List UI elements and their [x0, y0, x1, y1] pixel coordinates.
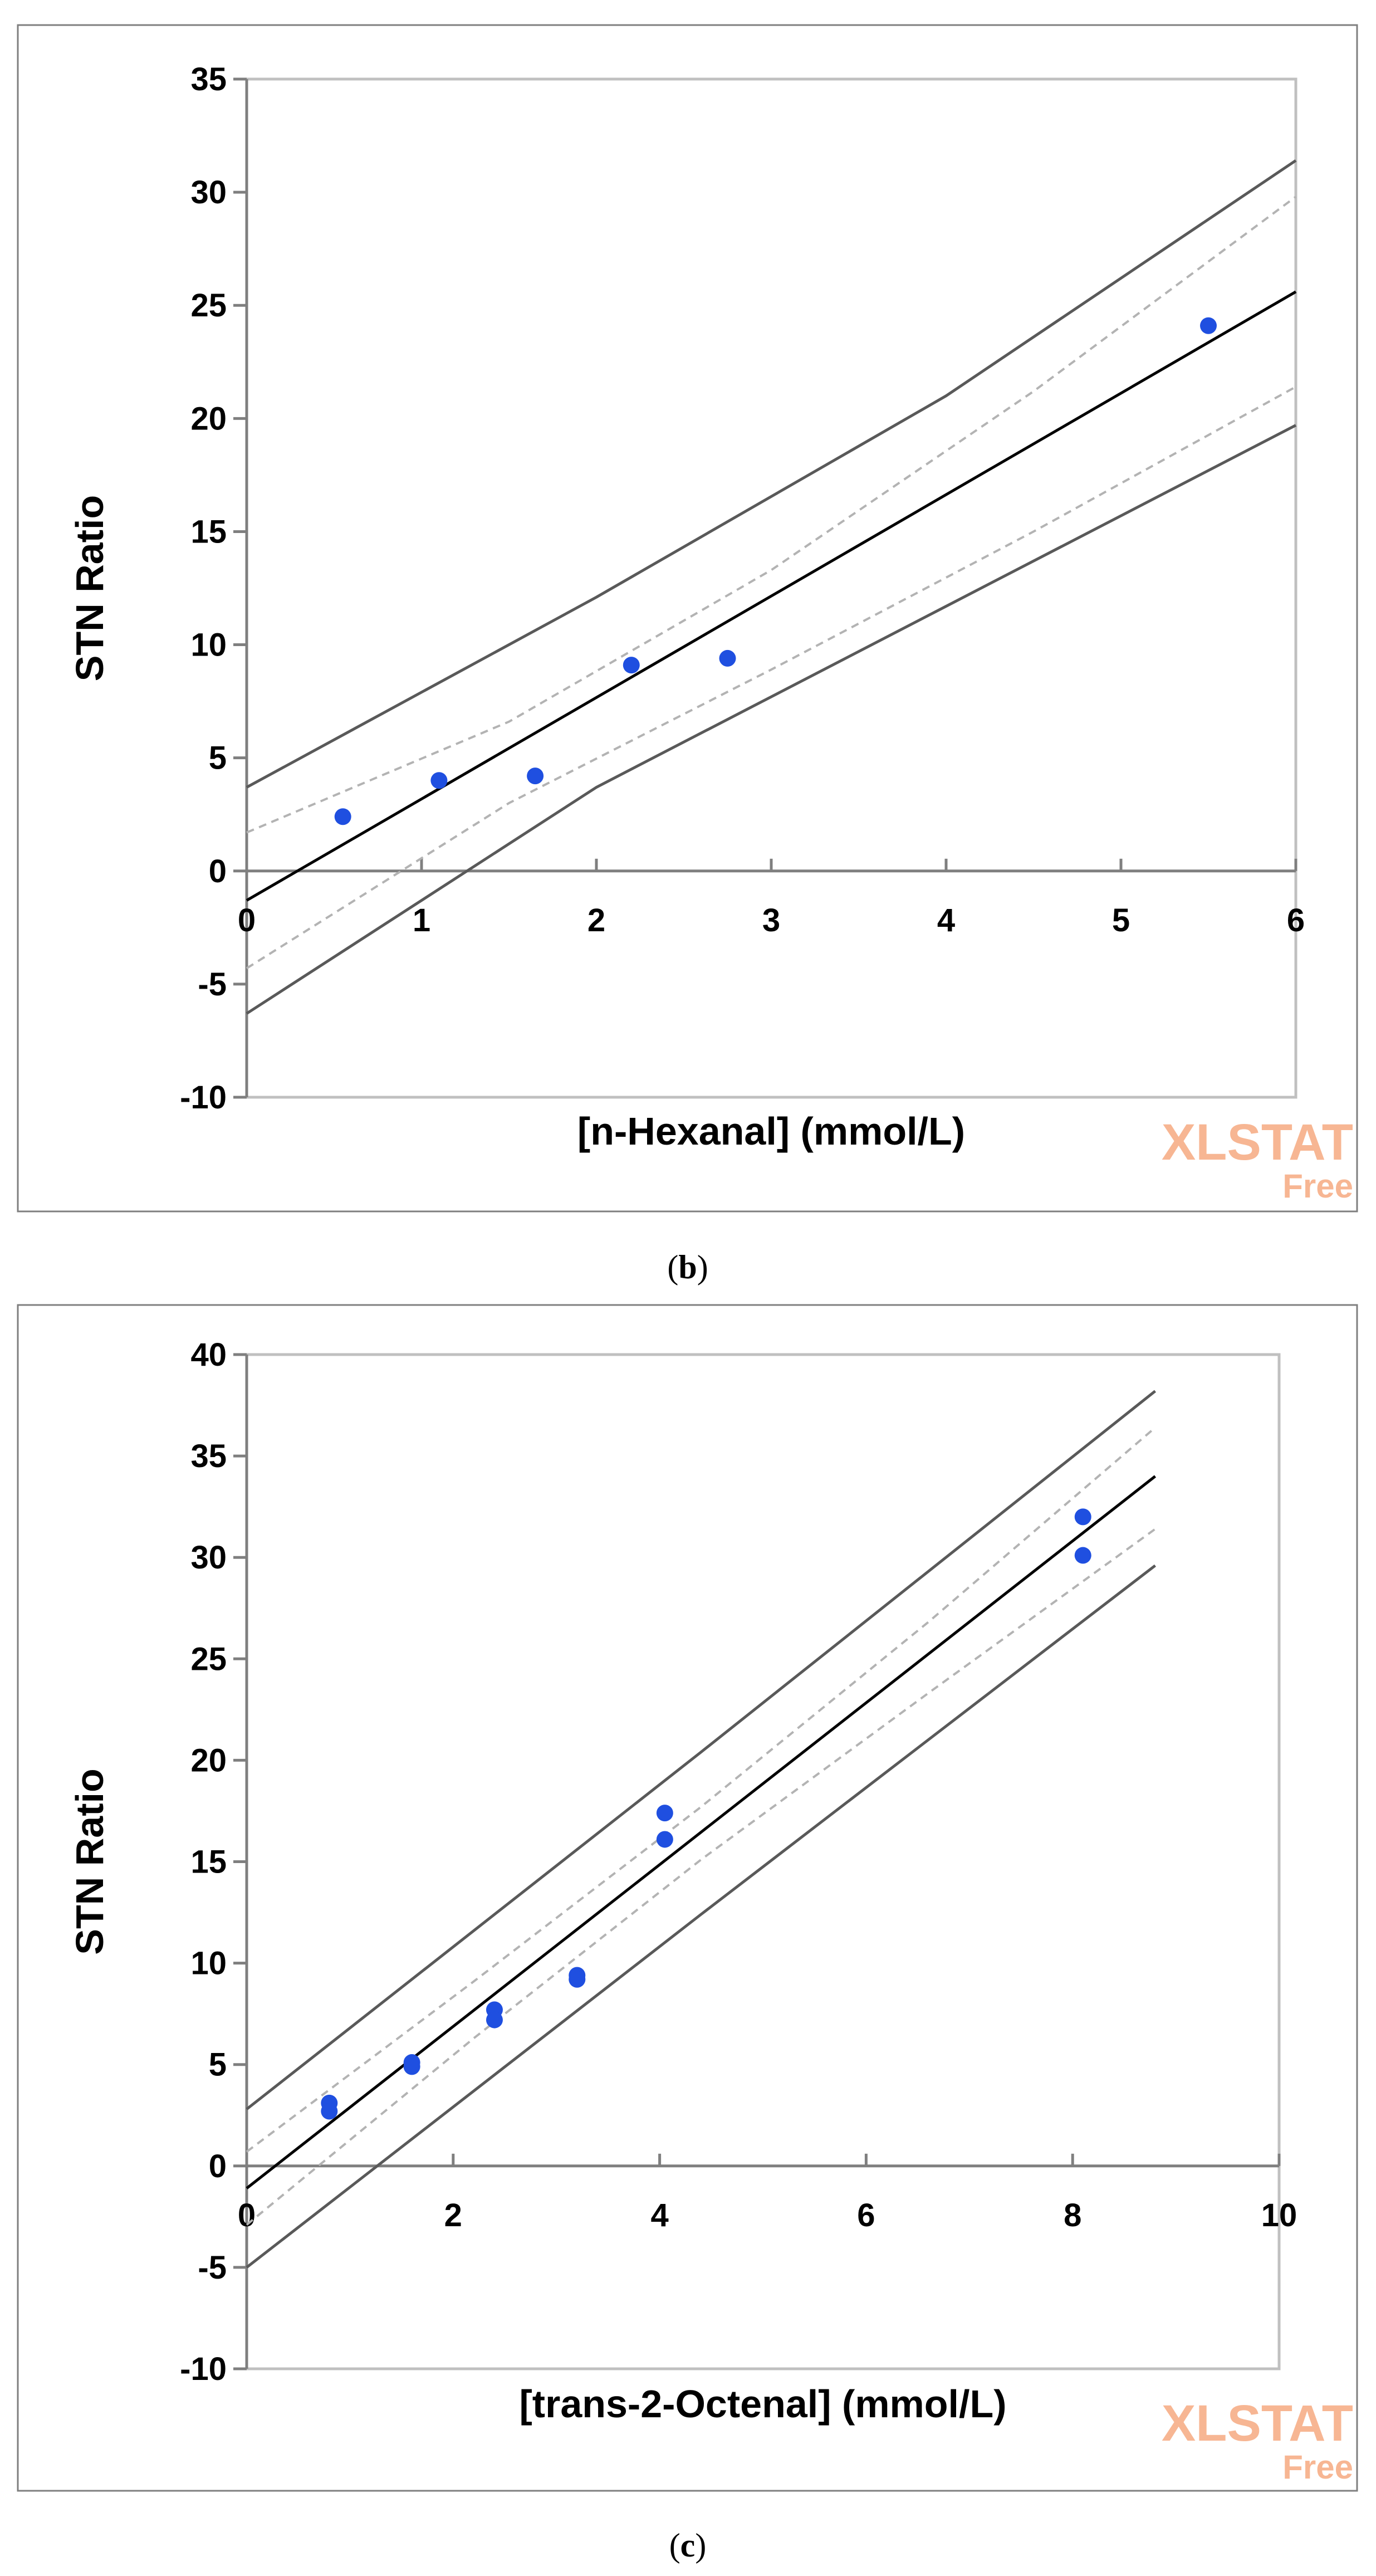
watermark-logo: XLSTAT: [1162, 1114, 1353, 1171]
y-tick-label: -10: [180, 2351, 227, 2387]
figure-caption: (c): [669, 2527, 707, 2564]
ci-mean-lower-line: [246, 385, 1296, 970]
ci-mean-upper-line: [246, 195, 1297, 834]
y-axis-title: STN Ratio: [68, 1768, 111, 1954]
y-tick-label: 5: [209, 740, 227, 776]
y-tick-label: 35: [190, 1438, 227, 1474]
caption-letter: c: [680, 2527, 696, 2564]
data-point: [334, 808, 351, 825]
ci-mean-upper-line: [246, 1426, 1156, 2153]
x-axis-title: [n-Hexanal] (mmol/L): [577, 1109, 965, 1153]
y-tick-label: 10: [190, 1946, 227, 1982]
ci-obs-upper-line: [246, 159, 1297, 789]
y-tick-label: 10: [190, 627, 227, 663]
y-tick-label: 20: [190, 400, 227, 437]
chart-frame: [17, 24, 1358, 1213]
data-point: [569, 1971, 586, 1988]
chart-c: -10 -5 0 5 10 15 20 25 30 35 40 0 2 4 6 8 10 STN Ratio [tr…: [17, 1304, 1358, 2564]
y-tick-label: -10: [180, 1079, 227, 1116]
x-tick-label: 2: [587, 902, 605, 938]
x-tick-label: 4: [937, 902, 955, 938]
ci-obs-lower-line: [246, 1564, 1157, 2269]
y-tick-label: -5: [198, 2250, 227, 2286]
data-point: [719, 649, 736, 667]
y-tick-label: 35: [190, 61, 227, 97]
caption-close: ): [695, 2527, 706, 2564]
x-tick-label: 4: [650, 2197, 668, 2233]
x-axis-title: [trans-2-Octenal] (mmol/L): [519, 2382, 1006, 2426]
data-point: [656, 1831, 673, 1848]
data-point: [430, 772, 448, 789]
fit-line: [246, 290, 1297, 902]
caption-letter: b: [678, 1249, 697, 1285]
chart-frame: [17, 1304, 1358, 2492]
watermark-sub: Free: [1282, 2448, 1353, 2486]
x-tick-label: 0: [238, 902, 256, 938]
y-tick-label: 25: [190, 287, 227, 324]
data-point: [527, 768, 544, 785]
x-tick-label: 6: [1287, 902, 1305, 938]
data-point: [656, 1805, 673, 1822]
y-tick-label: 30: [190, 1539, 227, 1576]
x-tick-label: 0: [238, 2197, 256, 2233]
y-tick-label: 0: [209, 853, 227, 889]
data-point: [1074, 1547, 1091, 1564]
y-tick-label: 15: [190, 1844, 227, 1880]
y-tick-label: 40: [190, 1337, 227, 1373]
data-point: [623, 657, 640, 674]
caption-close: ): [697, 1249, 708, 1285]
x-tick-label: 1: [413, 902, 430, 938]
y-tick-label: -5: [198, 966, 227, 1003]
y-tick-label: 30: [190, 174, 227, 211]
x-tick-label: 10: [1261, 2197, 1297, 2233]
data-point: [1074, 1508, 1091, 1526]
watermark-sub: Free: [1282, 1167, 1353, 1205]
data-point: [486, 2011, 503, 2028]
y-tick-label: 0: [209, 2148, 227, 2184]
chart-b: -10 -5 0 5 10 15 20 25 30 35 0 1 2 3 4 5 6 STN Ratio [n-He…: [17, 24, 1358, 1285]
x-tick-label: 8: [1064, 2197, 1081, 2233]
y-axis-title: STN Ratio: [68, 495, 111, 681]
x-tick-label: 3: [762, 902, 780, 938]
figure-caption: (b): [667, 1249, 708, 1285]
x-tick-label: 5: [1112, 902, 1130, 938]
x-tick-label: 2: [444, 2197, 462, 2233]
y-tick-label: 5: [209, 2047, 227, 2083]
data-point: [321, 2103, 338, 2120]
data-point: [1200, 317, 1217, 334]
caption-open: (: [669, 2527, 680, 2564]
ci-obs-lower-line: [246, 424, 1297, 1015]
y-tick-label: 20: [190, 1742, 227, 1778]
data-point: [403, 2058, 420, 2075]
ci-obs-upper-line: [246, 1390, 1157, 2110]
y-tick-label: 25: [190, 1641, 227, 1677]
y-tick-label: 15: [190, 514, 227, 550]
x-tick-label: 6: [857, 2197, 875, 2233]
watermark-logo: XLSTAT: [1162, 2395, 1353, 2452]
caption-open: (: [667, 1249, 678, 1285]
fit-line: [246, 1475, 1157, 2189]
